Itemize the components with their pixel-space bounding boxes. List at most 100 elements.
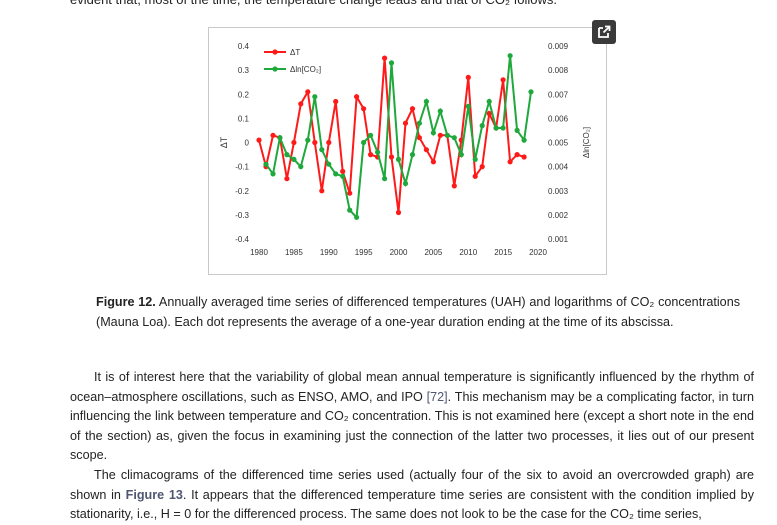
series-2-point (486, 98, 492, 105)
x-tick-label: 1995 (355, 248, 373, 257)
paragraph-1-text-after: . This mechanism may be a complicating f… (70, 389, 754, 463)
series-2-point (395, 156, 402, 162)
series-1-point (437, 132, 443, 138)
series-2-point (319, 147, 325, 153)
paragraph-1-text-before: It is of interest here that the variabil… (70, 370, 754, 404)
series-line-1 (258, 58, 525, 213)
series-1-point (430, 159, 436, 165)
series-2-point (451, 135, 457, 141)
series-1-point (270, 132, 276, 138)
y-tick-left-label: 0.3 (238, 66, 250, 75)
x-tick-label: 2015 (494, 248, 512, 257)
series-1-point (382, 55, 388, 61)
figure-13-link[interactable]: Figure 13 (125, 487, 183, 502)
series-1-point (354, 94, 360, 100)
series-2-point (500, 125, 506, 131)
series-2-point (270, 171, 276, 177)
series-1-point (514, 152, 520, 158)
series-2-point (326, 161, 332, 167)
reference-link-72[interactable]: [72] (426, 389, 448, 404)
series-1-point (451, 183, 457, 189)
series-1-point (361, 106, 367, 112)
series-2-point (521, 137, 527, 143)
series-1-point (312, 139, 318, 146)
x-tick-label: 2000 (390, 248, 408, 257)
series-2-point (340, 173, 346, 179)
x-tick-label: 1985 (285, 248, 303, 257)
series-2-point (472, 156, 478, 162)
series-1-point (326, 139, 332, 146)
y-tick-left-label: 0 (245, 139, 250, 148)
y-axis-left-title: ΔT (219, 136, 229, 148)
y-tick-right-label: 0.008 (548, 66, 569, 75)
popout-button[interactable] (592, 20, 616, 44)
y-tick-left-label: -0.3 (235, 211, 249, 220)
series-2-point (291, 156, 297, 162)
series-1-point (521, 154, 527, 160)
legend-marker-2 (272, 66, 278, 72)
y-tick-right-label: 0.002 (548, 211, 569, 220)
y-tick-right-label: 0.001 (548, 235, 569, 244)
y-tick-left-label: 0.4 (238, 42, 250, 51)
series-2-point (305, 137, 311, 143)
x-tick-label: 1990 (320, 248, 338, 257)
series-1-point (402, 120, 409, 126)
series-2-point (458, 152, 464, 158)
series-2-point (437, 108, 443, 114)
series-1-point (340, 168, 346, 174)
series-2-point (388, 60, 395, 66)
series-2-point (263, 161, 269, 167)
y-tick-left-label: -0.1 (235, 163, 249, 172)
series-1-point (305, 89, 311, 95)
y-axis-right-title: Δln[CO₂] (582, 127, 591, 158)
y-tick-right-label: 0.003 (548, 187, 569, 196)
series-1-point (284, 176, 290, 182)
series-1-point (368, 152, 374, 158)
series-2-point (382, 176, 388, 182)
external-link-icon (598, 25, 611, 38)
series-1-point (472, 173, 478, 179)
previous-paragraph-fragment: evident that, most of the time, the temp… (70, 0, 760, 9)
series-2-point (375, 149, 381, 155)
series-1-point (347, 190, 353, 196)
series-1-point (500, 77, 506, 83)
x-tick-label: 2020 (529, 248, 547, 257)
series-2-point (354, 214, 360, 220)
series-2-point (507, 53, 513, 59)
legend-label-2: Δln[CO₂] (290, 65, 321, 74)
series-2-point (416, 120, 422, 126)
series-1-point (395, 209, 402, 216)
chart: 0.4 0.3 0.2 0.1 0 -0.1 -0.2 -0.3 -0.4 0.009 0.008 0… (219, 42, 591, 257)
series-1-point (319, 188, 325, 194)
legend-label-1: ΔT (290, 48, 300, 57)
series-2-point (333, 171, 339, 177)
series-2-point (514, 127, 520, 133)
series-1-point (388, 154, 395, 160)
series-line-2 (265, 55, 532, 220)
x-tick-label: 2010 (459, 248, 477, 257)
x-tick-label: 2005 (424, 248, 442, 257)
y-tick-left-label: -0.4 (235, 235, 249, 244)
y-tick-right-label: 0.005 (548, 139, 569, 148)
y-tick-left-label: 0.2 (238, 90, 250, 99)
paragraph-2-text-after: . It appears that the differenced temper… (70, 487, 754, 522)
series-2-point (430, 130, 436, 136)
series-2-point (479, 123, 485, 129)
series-1-point (333, 98, 339, 105)
y-tick-left-label: -0.2 (235, 187, 249, 196)
series-1-point (465, 74, 471, 80)
figure-caption: Figure 12. Annually averaged time series… (96, 292, 740, 332)
paragraph-1: It is of interest here that the variabil… (70, 368, 754, 466)
series-1-point (507, 159, 513, 165)
series-1-point (409, 106, 416, 112)
series-1-point (486, 110, 492, 117)
series-2-point (298, 164, 304, 170)
series-2-point (277, 135, 283, 141)
series-2-point (368, 132, 374, 138)
series-2-point (528, 89, 534, 95)
caption-text: Annually averaged time series of differe… (96, 295, 740, 329)
series-2-point (312, 94, 318, 100)
y-tick-right-label: 0.004 (548, 163, 569, 172)
series-1-point (256, 137, 262, 143)
series-1-point (291, 139, 297, 146)
